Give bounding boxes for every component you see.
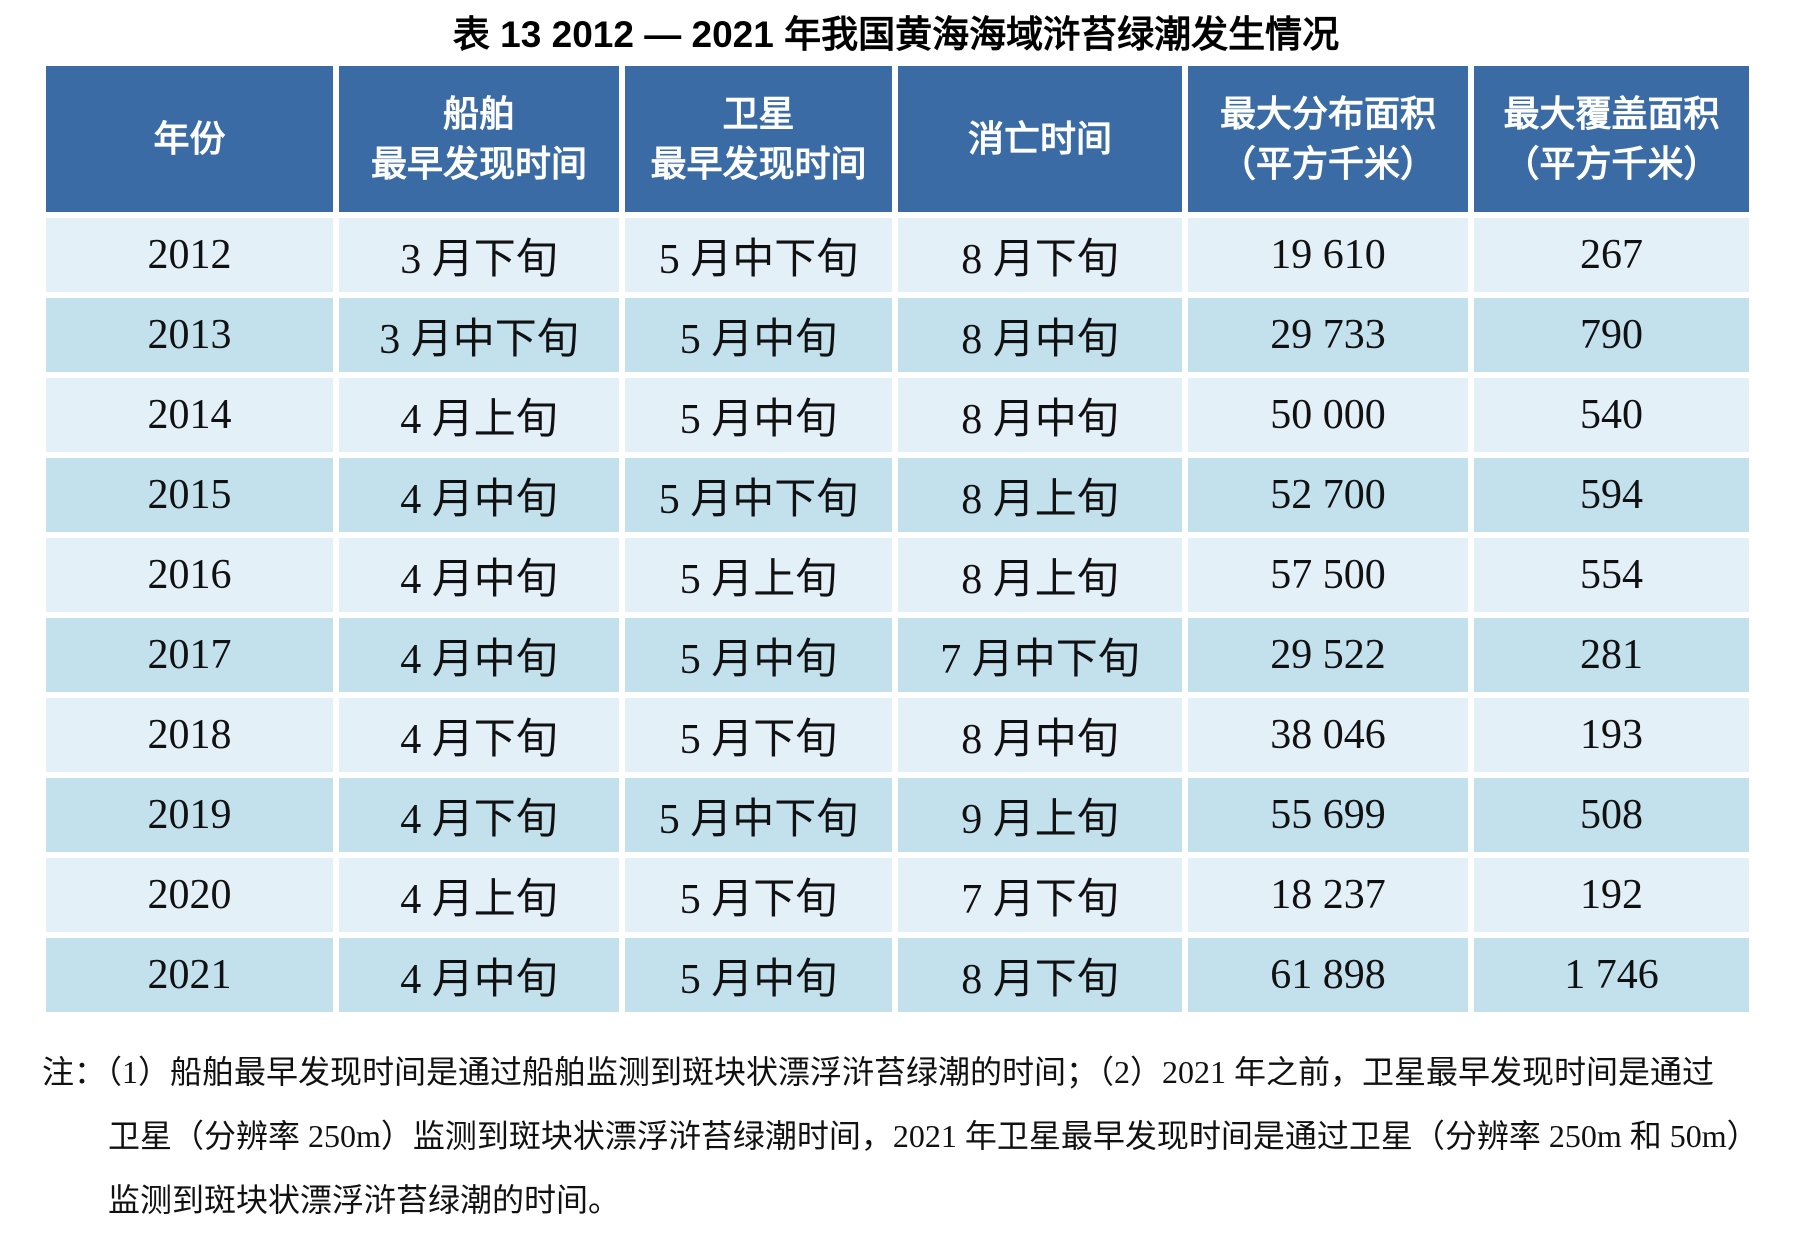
cell-max-distribution: 29 522: [1188, 618, 1468, 692]
cell-satellite-time: 5 月下旬: [625, 698, 892, 772]
cell-max-distribution: 61 898: [1188, 938, 1468, 1012]
cell-disappearance-time: 7 月下旬: [898, 858, 1182, 932]
cell-ship-time: 4 月上旬: [339, 378, 619, 452]
table-title: 表 13 2012 — 2021 年我国黄海海域浒苔绿潮发生情况: [452, 14, 1340, 55]
cell-year: 2021: [46, 938, 333, 1012]
table-row-2015: 2015 4 月中旬 5 月中下旬 8 月上旬 52 700 594: [46, 458, 1749, 532]
cell-satellite-time: 5 月中旬: [625, 618, 892, 692]
cell-ship-time: 4 月中旬: [339, 618, 619, 692]
cell-max-distribution: 29 733: [1188, 298, 1468, 372]
cell-max-coverage: 281: [1474, 618, 1749, 692]
table-row-2013: 2013 3 月中下旬 5 月中旬 8 月中旬 29 733 790: [46, 298, 1749, 372]
cell-max-distribution: 38 046: [1188, 698, 1468, 772]
col-header-distribution-line1: 最大分布面积: [1219, 93, 1436, 134]
cell-disappearance-time: 8 月下旬: [898, 938, 1182, 1012]
col-header-disappearance-time: 消亡时间: [898, 66, 1182, 212]
cell-satellite-time: 5 月中下旬: [625, 458, 892, 532]
table-row-2021: 2021 4 月中旬 5 月中旬 8 月下旬 61 898 1 746: [46, 938, 1749, 1012]
cell-disappearance-time: 8 月中旬: [898, 698, 1182, 772]
cell-ship-time: 4 月上旬: [339, 858, 619, 932]
cell-satellite-time: 5 月下旬: [625, 858, 892, 932]
col-header-disappearance-label: 消亡时间: [967, 118, 1112, 159]
cell-ship-time: 4 月中旬: [339, 458, 619, 532]
cell-max-coverage: 192: [1474, 858, 1749, 932]
col-header-satellite-line2: 最早发现时间: [650, 143, 867, 184]
cell-ship-time: 3 月中下旬: [339, 298, 619, 372]
cell-disappearance-time: 8 月中旬: [898, 378, 1182, 452]
col-header-max-coverage-area: 最大覆盖面积 （平方千米）: [1474, 66, 1749, 212]
cell-ship-time: 4 月下旬: [339, 778, 619, 852]
col-header-year-label: 年份: [153, 118, 226, 159]
col-header-year: 年份: [46, 66, 333, 212]
cell-max-distribution: 19 610: [1188, 218, 1468, 292]
cell-max-distribution: 18 237: [1188, 858, 1468, 932]
cell-max-coverage: 554: [1474, 538, 1749, 612]
cell-satellite-time: 5 月中下旬: [625, 218, 892, 292]
cell-year: 2015: [46, 458, 333, 532]
col-header-coverage-line2: （平方千米）: [1503, 143, 1720, 184]
cell-year: 2013: [46, 298, 333, 372]
cell-max-distribution: 50 000: [1188, 378, 1468, 452]
cell-satellite-time: 5 月上旬: [625, 538, 892, 612]
col-header-satellite-first-detection: 卫星 最早发现时间: [625, 66, 892, 212]
col-header-ship-line1: 船舶: [442, 93, 515, 134]
cell-satellite-time: 5 月中旬: [625, 938, 892, 1012]
cell-ship-time: 4 月中旬: [339, 938, 619, 1012]
cell-max-coverage: 1 746: [1474, 938, 1749, 1012]
col-header-distribution-line2: （平方千米）: [1219, 143, 1436, 184]
col-header-coverage-line1: 最大覆盖面积: [1503, 93, 1720, 134]
table-row-2012: 2012 3 月下旬 5 月中下旬 8 月下旬 19 610 267: [46, 218, 1749, 292]
cell-disappearance-time: 8 月中旬: [898, 298, 1182, 372]
cell-disappearance-time: 8 月下旬: [898, 218, 1182, 292]
cell-satellite-time: 5 月中下旬: [625, 778, 892, 852]
table-row-2018: 2018 4 月下旬 5 月下旬 8 月中旬 38 046 193: [46, 698, 1749, 772]
col-header-ship-line2: 最早发现时间: [370, 143, 587, 184]
table-row-2020: 2020 4 月上旬 5 月下旬 7 月下旬 18 237 192: [46, 858, 1749, 932]
cell-year: 2012: [46, 218, 333, 292]
cell-max-coverage: 508: [1474, 778, 1749, 852]
footnote: 注：（1）船舶最早发现时间是通过船舶监测到斑块状漂浮浒苔绿潮的时间；（2）202…: [42, 1040, 1782, 1232]
footnote-line-1: 注：（1）船舶最早发现时间是通过船舶监测到斑块状漂浮浒苔绿潮的时间；（2）202…: [42, 1054, 1715, 1090]
table-row-2019: 2019 4 月下旬 5 月中下旬 9 月上旬 55 699 508: [46, 778, 1749, 852]
cell-disappearance-time: 8 月上旬: [898, 458, 1182, 532]
cell-year: 2014: [46, 378, 333, 452]
cell-max-distribution: 55 699: [1188, 778, 1468, 852]
col-header-satellite-line1: 卫星: [722, 93, 795, 134]
footnote-line-3: 监测到斑块状漂浮浒苔绿潮的时间。: [108, 1182, 621, 1218]
cell-year: 2016: [46, 538, 333, 612]
cell-year: 2020: [46, 858, 333, 932]
cell-year: 2017: [46, 618, 333, 692]
table-row-2016: 2016 4 月中旬 5 月上旬 8 月上旬 57 500 554: [46, 538, 1749, 612]
cell-satellite-time: 5 月中旬: [625, 378, 892, 452]
col-header-max-distribution-area: 最大分布面积 （平方千米）: [1188, 66, 1468, 212]
cell-disappearance-time: 9 月上旬: [898, 778, 1182, 852]
cell-max-coverage: 594: [1474, 458, 1749, 532]
cell-max-coverage: 267: [1474, 218, 1749, 292]
cell-max-coverage: 540: [1474, 378, 1749, 452]
cell-max-coverage: 790: [1474, 298, 1749, 372]
cell-disappearance-time: 8 月上旬: [898, 538, 1182, 612]
footnote-line-2: 卫星（分辨率 250m）监测到斑块状漂浮浒苔绿潮时间，2021 年卫星最早发现时…: [108, 1118, 1759, 1154]
table-row-2017: 2017 4 月中旬 5 月中旬 7 月中下旬 29 522 281: [46, 618, 1749, 692]
table-header-row: 年份 船舶 最早发现时间 卫星 最早发现时间 消亡时间 最大分布面积 （平方千米…: [46, 66, 1749, 212]
cell-max-coverage: 193: [1474, 698, 1749, 772]
cell-max-distribution: 52 700: [1188, 458, 1468, 532]
col-header-ship-first-detection: 船舶 最早发现时间: [339, 66, 619, 212]
cell-ship-time: 4 月下旬: [339, 698, 619, 772]
cell-year: 2019: [46, 778, 333, 852]
cell-ship-time: 3 月下旬: [339, 218, 619, 292]
cell-ship-time: 4 月中旬: [339, 538, 619, 612]
cell-satellite-time: 5 月中旬: [625, 298, 892, 372]
cell-disappearance-time: 7 月中下旬: [898, 618, 1182, 692]
cell-max-distribution: 57 500: [1188, 538, 1468, 612]
cell-year: 2018: [46, 698, 333, 772]
table-row-2014: 2014 4 月上旬 5 月中旬 8 月中旬 50 000 540: [46, 378, 1749, 452]
green-tide-table: 年份 船舶 最早发现时间 卫星 最早发现时间 消亡时间 最大分布面积 （平方千米…: [40, 60, 1755, 1018]
